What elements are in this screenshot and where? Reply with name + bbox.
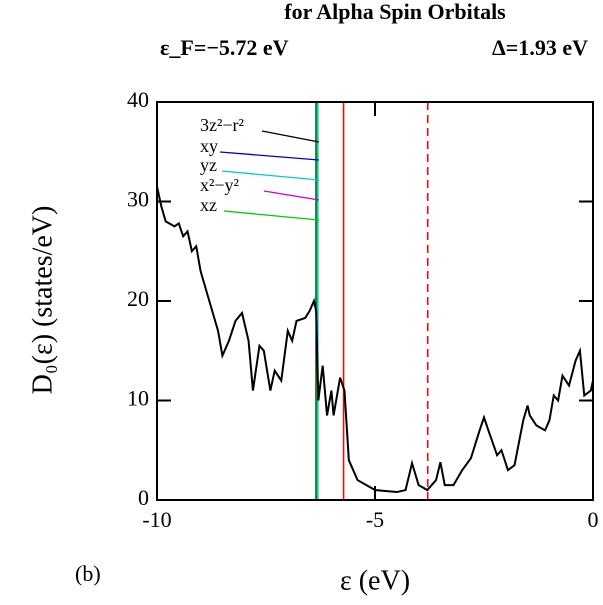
orbital-label: xz bbox=[200, 195, 217, 215]
orbital-label: x²−y² bbox=[200, 175, 239, 195]
fermi-label: ε_F=−5.72 eV bbox=[160, 35, 289, 60]
leader-line bbox=[219, 151, 320, 161]
leader-line bbox=[261, 130, 320, 143]
x-axis-label: ε (eV) bbox=[340, 565, 410, 596]
dos-line bbox=[156, 186, 594, 494]
chart-title: for Alpha Spin Orbitals bbox=[284, 0, 506, 24]
plot-frame bbox=[156, 101, 594, 501]
y-axis-label: D₀(ε) (states/eV) bbox=[27, 206, 58, 395]
y-tick-label: 20 bbox=[127, 286, 149, 311]
y-tick-label: 40 bbox=[127, 87, 149, 112]
y-tick-label: 30 bbox=[127, 187, 149, 212]
leader-line bbox=[263, 190, 320, 201]
leader-line bbox=[223, 210, 320, 221]
panel-label: (b) bbox=[75, 561, 101, 586]
orbital-label: 3z²−r² bbox=[200, 115, 244, 135]
orbital-label: yz bbox=[200, 155, 217, 175]
gap-label: Δ=1.93 eV bbox=[492, 35, 588, 60]
y-tick-label: 0 bbox=[138, 485, 149, 510]
leader-line bbox=[221, 170, 320, 181]
y-tick-label: 10 bbox=[127, 386, 149, 411]
x-tick-label: -10 bbox=[142, 507, 171, 532]
x-tick-label: -5 bbox=[366, 507, 384, 532]
x-tick-label: 0 bbox=[588, 507, 599, 532]
orbital-label: xy bbox=[200, 136, 218, 156]
